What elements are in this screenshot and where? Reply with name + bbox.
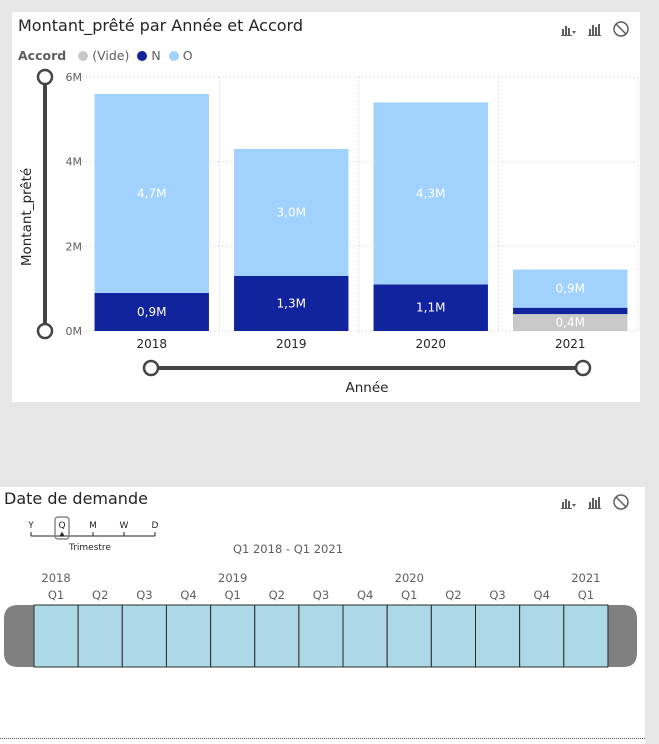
legend-marker-n [137, 50, 148, 61]
year-label: 2018 [41, 571, 70, 585]
bar-segment-n-2020[interactable] [373, 284, 488, 331]
bar-segment-n-2018[interactable] [94, 292, 209, 331]
quarter-label: Q2 [269, 588, 285, 602]
year-label: 2020 [395, 571, 424, 585]
granularity-selected-label: Trimestre [68, 543, 111, 553]
chart-header-icons [560, 20, 630, 38]
x-zoom-handle-right[interactable] [574, 359, 592, 377]
data-label: 1,1M [416, 301, 445, 315]
timeline-range-label: Q1 2018 - Q1 2021 [233, 542, 343, 556]
granularity-option-y[interactable]: Y [27, 521, 34, 531]
x-axis-title: Année [346, 380, 389, 396]
timeline-left-handle[interactable] [4, 605, 34, 667]
granularity-option-q[interactable]: Q [58, 521, 65, 531]
quarter-label: Q1 [224, 588, 240, 602]
legend-label-n[interactable]: N [151, 48, 161, 63]
timeline-cell[interactable] [342, 604, 388, 668]
timeline-cell[interactable] [210, 604, 256, 668]
granularity-picker[interactable]: Y Q Trimestre M W D [27, 516, 159, 553]
bar-segment-o-2019[interactable] [234, 148, 349, 276]
year-label: 2021 [571, 571, 600, 585]
drill-down-icon[interactable] [560, 493, 578, 511]
x-zoom-handle-left[interactable] [142, 359, 160, 377]
drill-down-icon[interactable] [560, 20, 578, 38]
quarter-label: Q1 [401, 588, 417, 602]
bar-segment-n-2019[interactable] [234, 275, 349, 331]
timeline-cell[interactable] [77, 604, 123, 668]
timeline-cell[interactable] [430, 604, 477, 668]
quarter-label: Q4 [357, 588, 373, 602]
timeline-cell[interactable] [33, 604, 79, 668]
legend-marker-vide [78, 50, 89, 61]
data-label: 4,3M [416, 186, 445, 200]
focus-mode-icon[interactable] [586, 493, 604, 511]
y-tick-label: 6M [66, 71, 83, 84]
x-tick-label: 2019 [276, 337, 307, 351]
bar-segment-o-2020[interactable] [373, 102, 488, 285]
timeline-cell[interactable] [165, 604, 212, 668]
timeline-cell[interactable] [563, 604, 609, 668]
timeline-cell[interactable] [475, 604, 521, 668]
data-label: 0,9M [556, 282, 585, 296]
no-filter-icon[interactable] [612, 20, 630, 38]
timeline-cell[interactable] [121, 604, 167, 668]
x-tick-label: 2018 [136, 337, 167, 351]
y-zoom-handle-bottom[interactable] [36, 322, 54, 340]
bar-segment-o-2018[interactable] [94, 93, 209, 293]
legend-title: Accord [18, 48, 67, 63]
no-filter-icon[interactable] [612, 493, 630, 511]
granularity-option-d[interactable]: D [152, 521, 159, 531]
timeline-right-handle[interactable] [607, 605, 637, 667]
quarter-label: Q3 [313, 588, 329, 602]
timeline-header-icons [560, 493, 630, 511]
y-tick-label: 4M [66, 156, 83, 169]
data-label: 3,0M [277, 205, 306, 219]
quarter-label: Q4 [534, 588, 550, 602]
data-label: 1,3M [277, 296, 306, 310]
stacked-bar-chart: 0,9M 4,7M 1,3M 3,0M 1,1M 4,3M 0,4M 0,9M 0M 2M 4M 6… [19, 68, 639, 396]
page-boundary-line [0, 738, 645, 739]
granularity-option-w[interactable]: W [120, 521, 129, 531]
legend-label-vide[interactable]: (Vide) [92, 48, 130, 63]
quarter-label: Q3 [489, 588, 505, 602]
data-label: 0,9M [137, 305, 166, 319]
canvas-right-margin [645, 0, 659, 744]
quarter-label: Q1 [578, 588, 594, 602]
x-axis-zoom-slider[interactable] [142, 359, 592, 377]
y-axis-zoom-slider[interactable] [36, 68, 54, 340]
quarter-label: Q1 [48, 588, 64, 602]
bar-segment-o-2021[interactable] [513, 269, 628, 308]
timeline-cell[interactable] [519, 604, 565, 668]
quarter-label: Q2 [92, 588, 108, 602]
y-tick-label: 2M [66, 240, 83, 253]
granularity-selector-box[interactable] [54, 516, 70, 540]
timeline-cell[interactable] [254, 604, 300, 668]
data-label: 0,4M [556, 316, 585, 330]
bar-segment-n-2021[interactable] [513, 307, 628, 315]
granularity-option-m[interactable]: M [89, 521, 97, 531]
timeline-slicer[interactable]: Date de demande Y Q Trimestre M W D Q1 2018 -… [0, 487, 645, 744]
chart-legend: Accord (Vide) N O [18, 48, 193, 63]
legend-marker-o [168, 50, 179, 61]
x-tick-label: 2021 [555, 337, 586, 351]
timeline-cell[interactable] [298, 604, 344, 668]
x-tick-label: 2020 [415, 337, 446, 351]
timeline-cell[interactable] [386, 604, 432, 668]
quarter-label: Q4 [180, 588, 196, 602]
chart-title: Montant_prêté par Année et Accord [18, 16, 303, 35]
y-zoom-handle-top[interactable] [36, 68, 54, 86]
bar-segment-vide-2021[interactable] [513, 314, 628, 331]
year-label: 2019 [218, 571, 247, 585]
timeline-canvas: Y Q Trimestre M W D Q1 2018 - Q1 2021 2018 201… [4, 516, 637, 668]
y-tick-label: 0M [66, 325, 83, 338]
quarter-label: Q3 [136, 588, 152, 602]
quarter-label: Q2 [445, 588, 461, 602]
focus-mode-icon[interactable] [586, 20, 604, 38]
timeline-title: Date de demande [4, 489, 148, 508]
data-label: 4,7M [137, 186, 166, 200]
y-axis-title: Montant_prêté [19, 168, 35, 266]
granularity-selected-dot [60, 533, 64, 537]
chart-visual[interactable]: Montant_prêté par Année et Accord Accord… [12, 12, 640, 402]
legend-label-o[interactable]: O [182, 48, 193, 63]
